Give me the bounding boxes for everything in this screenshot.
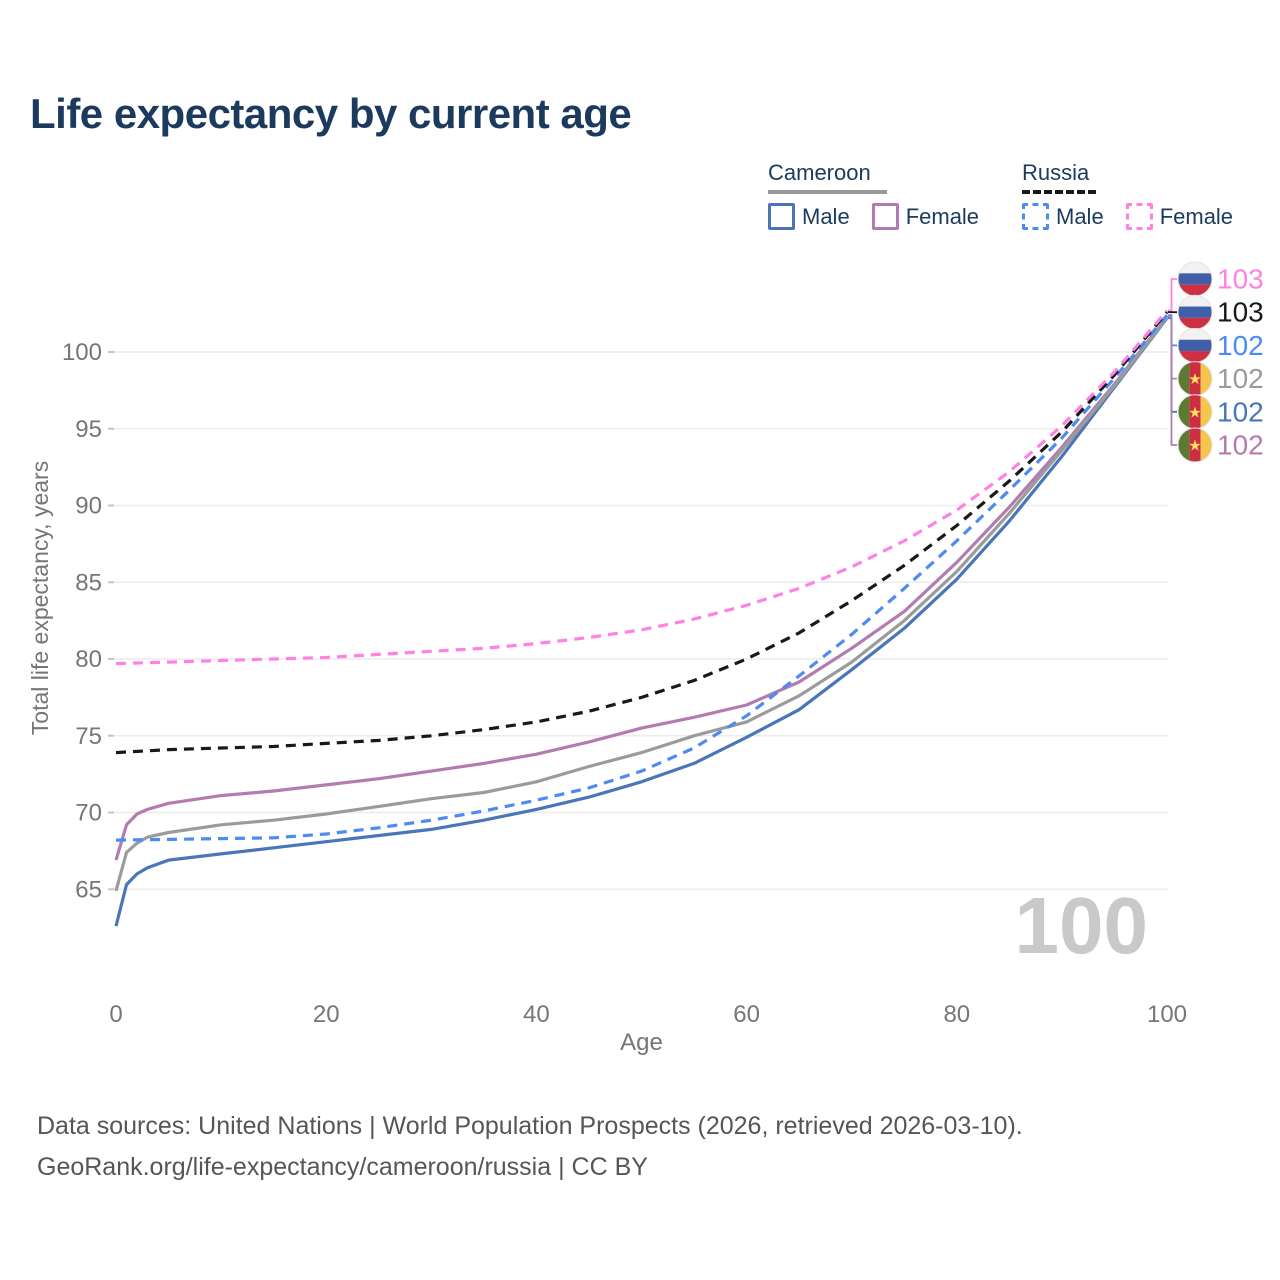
end-value-label-cameroon-male: 102 bbox=[1217, 396, 1264, 427]
x-tick-label: 100 bbox=[1147, 1001, 1187, 1028]
page-title: Life expectancy by current age bbox=[30, 90, 632, 137]
footer-attribution: GeoRank.org/life-expectancy/cameroon/rus… bbox=[37, 1153, 648, 1181]
cameroon-flag-icon: ★ bbox=[1177, 394, 1213, 430]
russia-linestyle-swatch bbox=[1022, 190, 1096, 194]
cameroon-male-label[interactable]: Male bbox=[802, 203, 850, 229]
legend-country-cameroon: Cameroon bbox=[768, 160, 871, 185]
cameroon-linestyle-swatch bbox=[768, 190, 887, 194]
russia-flag-icon bbox=[1177, 294, 1213, 330]
cameroon-flag-icon: ★ bbox=[1177, 427, 1213, 463]
x-tick-label: 40 bbox=[523, 1001, 550, 1028]
end-value-label-cameroon-female: 102 bbox=[1217, 430, 1264, 461]
star-icon: ★ bbox=[1188, 404, 1201, 421]
x-tick-label: 0 bbox=[109, 1001, 122, 1028]
x-tick-label: 80 bbox=[943, 1001, 970, 1028]
y-tick-label: 80 bbox=[75, 646, 102, 673]
series-line-cameroon-both bbox=[114, 316, 1169, 892]
end-value-label-russia-female: 103 bbox=[1217, 264, 1264, 295]
y-tick-label: 90 bbox=[75, 493, 102, 520]
end-value-label-russia-male: 102 bbox=[1217, 330, 1264, 361]
star-icon: ★ bbox=[1188, 438, 1201, 455]
russia-female-label[interactable]: Female bbox=[1159, 203, 1234, 229]
legend-group-russia: Russia Male Female bbox=[1022, 160, 1255, 230]
y-tick-label: 100 bbox=[62, 339, 102, 366]
series-line-cameroon-female bbox=[114, 315, 1169, 861]
cameroon-male-checkbox[interactable] bbox=[768, 203, 795, 230]
legend-country-russia: Russia bbox=[1022, 160, 1090, 185]
y-axis-title: Total life expectancy, years bbox=[27, 461, 53, 735]
russia-male-checkbox[interactable] bbox=[1022, 203, 1049, 230]
y-tick-label: 65 bbox=[75, 876, 102, 903]
end-value-label-russia-both: 103 bbox=[1217, 297, 1264, 328]
end-value-label-cameroon-both: 102 bbox=[1217, 363, 1264, 394]
star-icon: ★ bbox=[1188, 371, 1201, 388]
end-label-leader bbox=[1168, 315, 1177, 446]
russia-flag-icon bbox=[1177, 327, 1213, 363]
russia-female-checkbox[interactable] bbox=[1125, 203, 1153, 230]
footer-data-sources: Data sources: United Nations | World Pop… bbox=[37, 1112, 1023, 1140]
end-label-leader bbox=[1168, 314, 1177, 347]
age-ticker-watermark: 100 bbox=[1015, 881, 1148, 970]
series-line-russia-female bbox=[115, 309, 1169, 666]
russia-flag-icon bbox=[1177, 261, 1213, 297]
x-axis-title: Age bbox=[620, 1029, 663, 1056]
x-tick-label: 20 bbox=[313, 1001, 340, 1028]
x-tick-label: 60 bbox=[733, 1001, 760, 1028]
end-label-leader bbox=[1168, 278, 1177, 312]
end-label-leader bbox=[1168, 316, 1177, 380]
y-tick-label: 75 bbox=[75, 723, 102, 750]
footer: Data sources: United Nations | World Pop… bbox=[37, 1106, 1023, 1188]
y-tick-label: 85 bbox=[75, 569, 102, 596]
cameroon-female-checkbox[interactable] bbox=[871, 203, 899, 230]
end-label-leader bbox=[1168, 317, 1177, 413]
cameroon-female-label[interactable]: Female bbox=[905, 203, 980, 229]
legend-group-cameroon: Cameroon Male Female bbox=[768, 160, 1001, 230]
cameroon-flag-icon: ★ bbox=[1177, 361, 1213, 397]
russia-male-label[interactable]: Male bbox=[1056, 203, 1104, 229]
series-line-russia-male bbox=[115, 314, 1169, 842]
y-tick-label: 70 bbox=[75, 800, 102, 827]
series-line-cameroon-male bbox=[114, 317, 1169, 927]
y-tick-label: 95 bbox=[75, 416, 102, 443]
series-line-russia-both bbox=[115, 311, 1169, 755]
